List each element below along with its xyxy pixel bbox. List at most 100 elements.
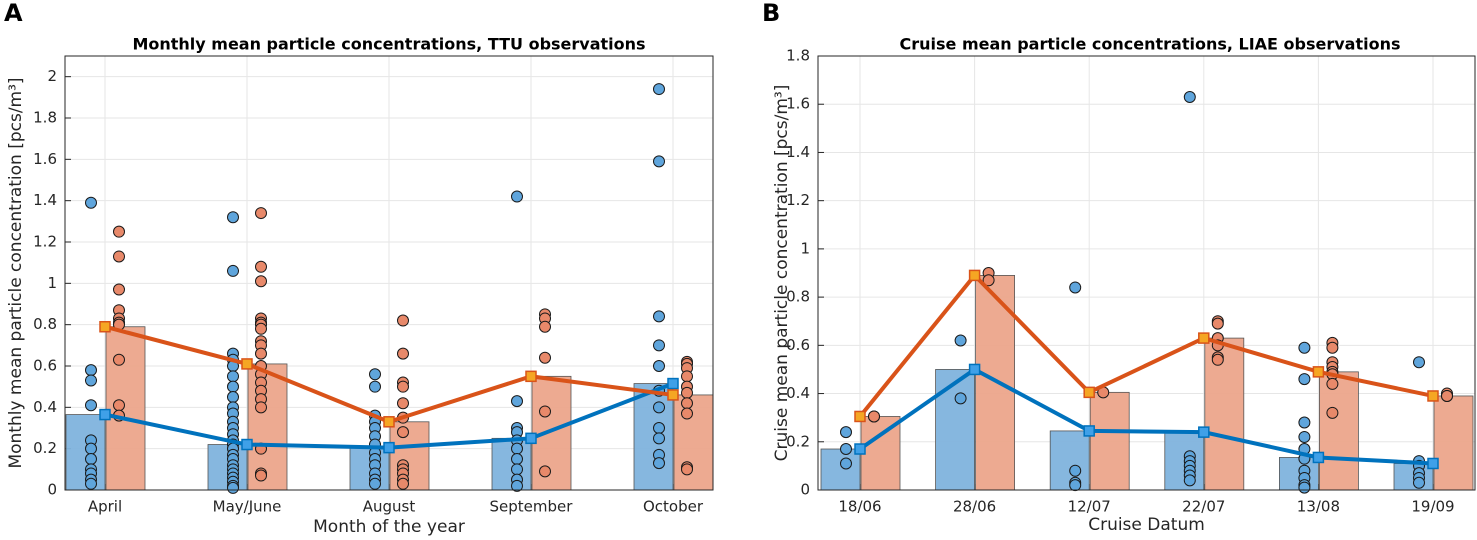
- observation-point: [1211, 317, 1224, 330]
- observation-point: [113, 353, 125, 366]
- mean-marker: [383, 441, 395, 454]
- mean-marker: [383, 416, 395, 428]
- y-tick-label: 1.6: [33, 150, 57, 168]
- mean-line: [858, 272, 1434, 418]
- y-tick-label: 0: [47, 481, 57, 499]
- observation-point: [982, 274, 995, 287]
- observation-point: [85, 364, 97, 377]
- y-tick-label: 0.8: [786, 288, 810, 306]
- observation-point: [85, 442, 97, 455]
- observation-point: [1298, 373, 1311, 386]
- observation-point: [397, 426, 409, 439]
- bar: [491, 437, 532, 491]
- x-tick-label: August: [363, 498, 416, 516]
- observation-point: [954, 334, 967, 347]
- bar: [820, 448, 861, 491]
- observation-point: [369, 380, 381, 393]
- observation-point: [85, 477, 97, 490]
- x-tick-label: 12/07: [1068, 498, 1111, 516]
- observation-point: [954, 392, 967, 405]
- observation-point: [539, 320, 551, 333]
- observation-point: [1183, 474, 1196, 487]
- observation-point: [227, 380, 239, 393]
- observation-point: [113, 283, 125, 296]
- observation-point: [85, 196, 97, 209]
- y-tick-label: 0.2: [786, 432, 810, 450]
- bar: [935, 369, 975, 491]
- observation-point: [1183, 90, 1196, 103]
- y-tick-label: 0.4: [786, 384, 810, 402]
- observation-point: [681, 397, 693, 410]
- mean-marker: [1427, 457, 1439, 470]
- x-tick-label: September: [490, 498, 574, 516]
- mean-marker: [968, 363, 981, 376]
- mean-marker: [968, 269, 981, 282]
- y-tick-label: 0.4: [33, 398, 57, 416]
- observation-point: [113, 250, 125, 263]
- axes-box: [64, 55, 714, 491]
- observation-point: [681, 370, 693, 383]
- mean-marker: [99, 320, 111, 333]
- y-axis-label: Cruise mean particle concentration [pcs/…: [772, 85, 792, 462]
- panel-label: A: [4, 0, 23, 27]
- observation-point: [255, 347, 267, 360]
- observation-point: [397, 314, 409, 327]
- mean-line: [858, 367, 1434, 466]
- observation-point: [397, 380, 409, 393]
- observation-point: [227, 391, 239, 403]
- observation-point: [1298, 430, 1311, 443]
- mean-marker: [525, 432, 537, 445]
- observation-point: [1298, 341, 1311, 354]
- y-axis-label: Monthly mean particle concentration [pcs…: [6, 77, 26, 468]
- observation-point: [1326, 341, 1339, 354]
- observation-point: [681, 407, 693, 420]
- observation-point: [1069, 281, 1082, 294]
- observation-point: [1211, 353, 1224, 366]
- observation-point: [227, 211, 239, 224]
- y-tick-label: 1.4: [786, 143, 810, 161]
- observation-point: [255, 401, 267, 414]
- observation-point: [1298, 416, 1311, 429]
- mean-marker: [667, 389, 679, 401]
- observation-point: [653, 339, 665, 352]
- mean-marker: [1198, 332, 1210, 344]
- observation-point: [255, 469, 267, 482]
- observation-point: [85, 399, 97, 412]
- mean-marker: [99, 408, 111, 421]
- observation-point: [1069, 464, 1082, 477]
- y-tick-label: 2: [47, 67, 57, 85]
- observation-point: [369, 368, 381, 381]
- y-tick-label: 1: [800, 239, 810, 257]
- y-tick-label: 0.6: [786, 336, 810, 354]
- bar: [673, 394, 714, 491]
- observation-point: [653, 422, 665, 434]
- observation-point: [85, 453, 97, 465]
- observation-point: [539, 351, 551, 364]
- y-tick-label: 0.8: [33, 315, 57, 333]
- observation-point: [1441, 389, 1453, 402]
- mean-marker: [1198, 426, 1210, 438]
- panel-label: B: [762, 0, 780, 27]
- x-axis-label: Cruise Datum: [1088, 515, 1205, 535]
- mean-marker: [525, 370, 537, 383]
- observation-point: [113, 225, 125, 238]
- bar: [105, 326, 146, 491]
- observation-point: [511, 463, 523, 476]
- observation-point: [85, 374, 97, 387]
- bar: [1204, 337, 1245, 491]
- observation-point: [511, 479, 523, 492]
- observation-point: [840, 426, 852, 439]
- observation-point: [539, 465, 551, 478]
- observation-point: [1069, 479, 1082, 492]
- observation-point: [1326, 406, 1339, 419]
- x-axis-label: Month of the year: [313, 517, 465, 537]
- y-tick-label: 1: [47, 274, 57, 292]
- observation-point: [653, 155, 665, 168]
- y-tick-label: 1.8: [33, 109, 57, 127]
- y-tick-label: 0: [800, 481, 810, 499]
- x-tick-label: 19/09: [1411, 498, 1454, 516]
- observation-point: [840, 443, 852, 456]
- observation-point: [1326, 377, 1339, 390]
- y-tick-label: 1.2: [33, 233, 57, 251]
- x-tick-label: 22/07: [1182, 498, 1225, 516]
